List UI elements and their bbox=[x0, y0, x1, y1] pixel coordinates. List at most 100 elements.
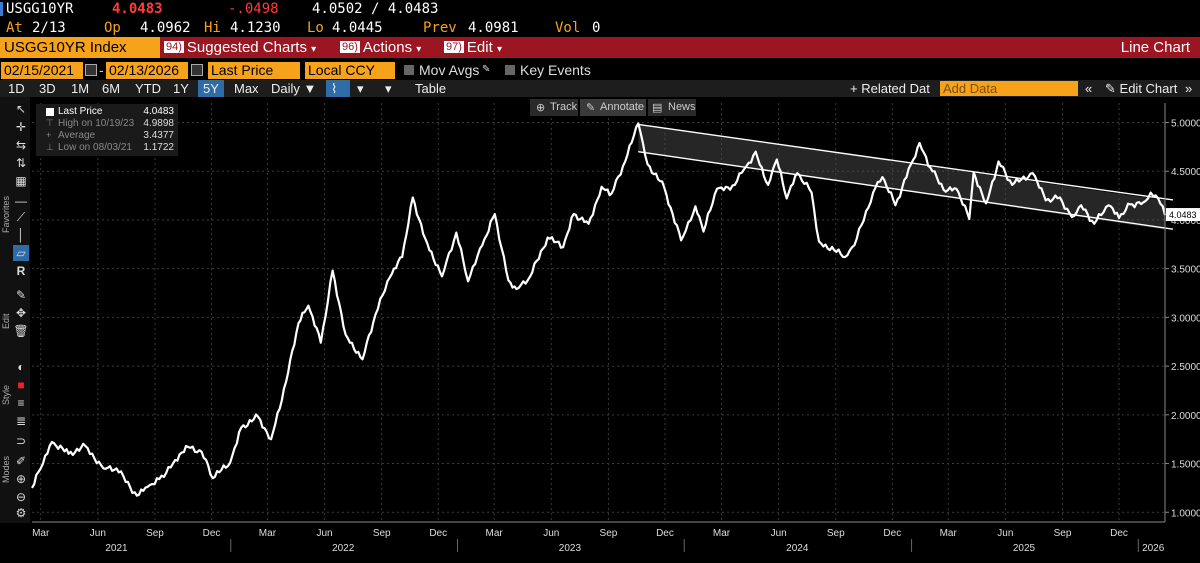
start-date-field[interactable]: 02/15/2021 bbox=[1, 62, 83, 79]
edit-button[interactable]: 97) Edit ▾ bbox=[444, 37, 502, 58]
actions-num: 96) bbox=[340, 41, 360, 53]
period-max[interactable]: Max bbox=[234, 81, 259, 96]
collapse-left-icon[interactable]: « bbox=[1085, 81, 1093, 96]
period-1d[interactable]: 1D bbox=[8, 81, 25, 96]
magnet-icon[interactable]: ⊃ bbox=[15, 434, 27, 448]
line-chart[interactable]: 1.0000 1.5000 2.0000 2.5000 3.0000 3.5000 4.00… bbox=[0, 97, 1200, 563]
grid-icon[interactable]: ▦ bbox=[15, 174, 27, 188]
x-tick-label: Dec bbox=[429, 528, 447, 539]
average-marker-icon: + bbox=[46, 130, 52, 140]
y-tick-label: 5.0000 bbox=[1171, 118, 1200, 129]
period-6m[interactable]: 6M bbox=[102, 81, 121, 96]
y-tick-label: 3.5000 bbox=[1171, 265, 1200, 276]
calendar-icon[interactable] bbox=[191, 64, 203, 76]
period-3d[interactable]: 3D bbox=[39, 81, 56, 96]
vertical-line-icon[interactable]: │ bbox=[17, 228, 25, 242]
x-tick-label: Sep bbox=[373, 528, 391, 539]
trend-line-icon[interactable]: ⟋ bbox=[16, 210, 26, 224]
crosshair-icon[interactable]: ✛ bbox=[15, 120, 27, 134]
channel-icon[interactable]: ▱ bbox=[13, 245, 29, 261]
add-data-input[interactable]: Add Data bbox=[940, 81, 1078, 96]
color-swatch-icon[interactable]: ■ bbox=[17, 378, 25, 392]
track-button[interactable] bbox=[530, 99, 578, 116]
last-value-label: 4.0483 bbox=[1169, 210, 1197, 220]
legend-high-label: High on 10/19/23 bbox=[58, 118, 135, 129]
open-value: 4.0962 bbox=[140, 20, 191, 36]
edit-num: 97) bbox=[444, 41, 464, 53]
open-label: Op bbox=[104, 20, 121, 36]
line-weight-icon[interactable]: ≡ bbox=[17, 396, 25, 410]
y-tick-label: 3.0000 bbox=[1171, 313, 1200, 324]
line-chart-icon[interactable]: ⌇ bbox=[326, 80, 350, 97]
horizontal-line-icon[interactable]: — bbox=[15, 194, 27, 208]
currency-select[interactable]: Local CCY bbox=[305, 62, 395, 79]
mov-avgs-checkbox[interactable] bbox=[404, 65, 414, 75]
period-ytd[interactable]: YTD bbox=[135, 81, 161, 96]
trend-channel bbox=[638, 123, 1174, 230]
period-1y[interactable]: 1Y bbox=[173, 81, 189, 96]
edit-chart-label: Edit Chart bbox=[1119, 81, 1178, 96]
news-button[interactable] bbox=[648, 99, 696, 116]
key-events-checkbox[interactable] bbox=[505, 65, 515, 75]
actions-label: Actions bbox=[362, 39, 413, 56]
legend-high-value: 4.9898 bbox=[143, 118, 174, 129]
quote-details: At 2/13 Op 4.0962 Hi 4.1230 Lo 4.0445 Pr… bbox=[0, 19, 1200, 38]
period-1m[interactable]: 1M bbox=[71, 81, 90, 96]
legend-low-label: Low on 08/03/21 bbox=[58, 142, 132, 153]
year-label: 2023 bbox=[559, 543, 582, 554]
trash-icon[interactable]: 🗑 bbox=[13, 324, 29, 338]
x-tick-label: Jun bbox=[543, 528, 559, 539]
related-data-button[interactable]: + Related Dat bbox=[850, 81, 930, 96]
actions-button[interactable]: 96) Actions ▾ bbox=[340, 37, 421, 58]
zoom-out-icon[interactable]: ⊖ bbox=[15, 490, 27, 504]
pencil-icon: ✎ bbox=[1105, 81, 1116, 96]
pen-icon: ✎ bbox=[586, 102, 596, 114]
legend-low-value: 1.1722 bbox=[143, 142, 174, 153]
move-icon[interactable]: ✥ bbox=[15, 306, 27, 320]
legend-average: + Average 3.4377 bbox=[36, 130, 178, 141]
year-label: 2025 bbox=[1013, 543, 1036, 554]
zoom-x-icon[interactable]: ⇆ bbox=[15, 138, 27, 152]
security-field[interactable]: USGG10YR Index bbox=[0, 37, 160, 58]
retracement-icon[interactable]: R bbox=[16, 264, 26, 278]
pen-icon[interactable]: ✎ bbox=[15, 288, 27, 302]
suggested-charts-button[interactable]: 94) Suggested Charts ▾ bbox=[164, 37, 316, 58]
draw-mode-icon[interactable]: ✐ bbox=[15, 454, 27, 468]
zoom-y-icon[interactable]: ⇅ bbox=[15, 156, 27, 170]
line-style-icon[interactable]: ≣ bbox=[15, 414, 27, 428]
high-value: 4.1230 bbox=[230, 20, 281, 36]
pencil-icon[interactable]: ✎ bbox=[482, 64, 491, 75]
calendar-icon[interactable] bbox=[85, 64, 97, 76]
period-5y[interactable]: 5Y bbox=[198, 80, 224, 97]
chart-style-dropdown-icon[interactable]: ▾ bbox=[357, 81, 364, 96]
mov-avgs-label: Mov Avgs bbox=[419, 62, 480, 78]
x-tick-label: Mar bbox=[486, 528, 504, 539]
edit-chart-button[interactable]: ✎ Edit Chart bbox=[1100, 80, 1182, 97]
gear-icon[interactable]: ⚙ bbox=[15, 506, 27, 520]
y-tick-label: 2.0000 bbox=[1171, 411, 1200, 422]
command-bar: USGG10YR Index 94) Suggested Charts ▾ 96)… bbox=[0, 37, 1200, 58]
prev-value: 4.0981 bbox=[468, 20, 519, 36]
x-tick-label: Sep bbox=[827, 528, 845, 539]
prev-label: Prev bbox=[423, 20, 457, 36]
field-select[interactable]: Last Price bbox=[208, 62, 300, 79]
frequency-select[interactable]: Daily ▼ bbox=[266, 80, 321, 97]
x-tick-label: Jun bbox=[317, 528, 333, 539]
news-label: News bbox=[668, 101, 696, 113]
pointer-icon[interactable]: ↖ bbox=[15, 102, 27, 116]
crosshair-icon: ⊕ bbox=[536, 102, 546, 114]
zoom-in-icon[interactable]: ⊕ bbox=[15, 472, 27, 486]
table-button[interactable]: Table bbox=[415, 81, 447, 96]
collapse-right-icon[interactable]: » bbox=[1185, 81, 1193, 96]
end-date-field[interactable]: 02/13/2026 bbox=[106, 62, 188, 79]
bar-style-dropdown-icon[interactable]: ▾ bbox=[385, 81, 392, 96]
track-label: Track bbox=[550, 101, 578, 113]
chevron-down-icon: ▾ bbox=[496, 44, 502, 55]
y-axis: 1.0000 1.5000 2.0000 2.5000 3.0000 3.5000 4.00… bbox=[1164, 103, 1200, 522]
annotate-button[interactable] bbox=[580, 99, 646, 116]
suggested-num: 94) bbox=[164, 41, 184, 53]
legend-last-price[interactable]: Last Price 4.0483 bbox=[36, 106, 178, 117]
palette-icon[interactable]: ◐ bbox=[17, 360, 25, 374]
frequency-label: Daily bbox=[271, 81, 300, 96]
chevron-down-icon: ▼ bbox=[303, 81, 317, 96]
